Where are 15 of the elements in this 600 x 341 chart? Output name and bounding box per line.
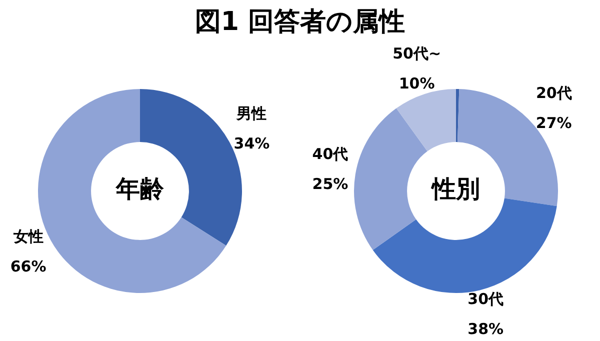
data-label: 10% (398, 74, 435, 93)
slice-label: 男性 (236, 104, 267, 122)
data-label: 27% (536, 114, 572, 132)
slice-label: 20代 (536, 84, 572, 102)
slice-label: 40代 (312, 145, 348, 164)
slice-label: 50代~ (392, 44, 442, 63)
text: 性別 (430, 175, 480, 204)
slice-label: 30代 (468, 290, 504, 308)
data-label: 25% (312, 175, 348, 194)
data-label: 38% (468, 320, 504, 338)
slice-label: 女性 (12, 227, 44, 246)
data-label: 66% (10, 257, 46, 276)
data-label: 34% (234, 134, 270, 152)
text: 年齢 (115, 175, 165, 204)
chart-title: 図1 回答者の属性 (194, 6, 406, 39)
